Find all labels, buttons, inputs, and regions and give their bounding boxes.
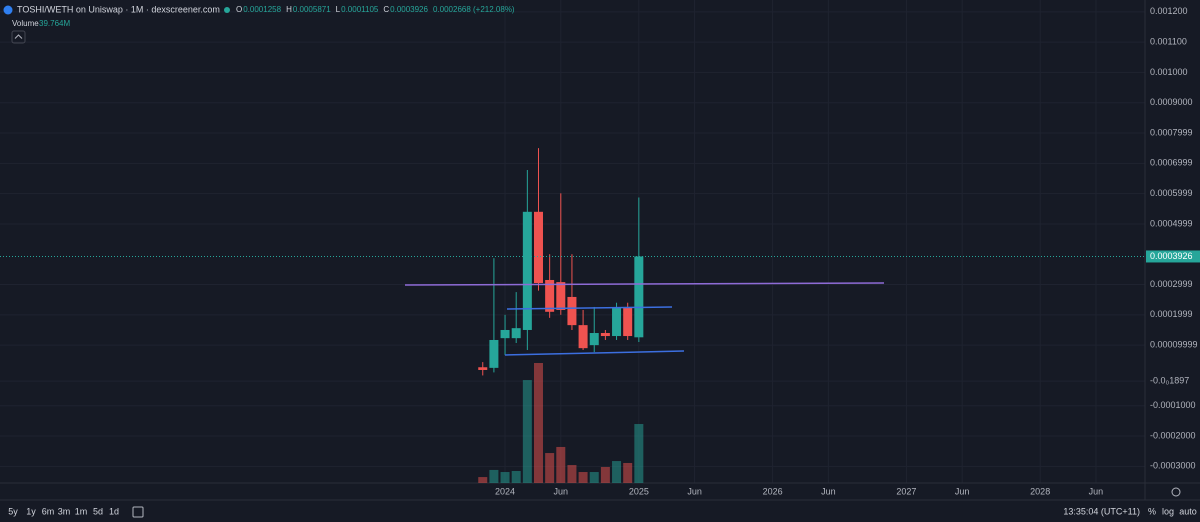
candle-body	[589, 333, 599, 346]
candle-body	[634, 256, 644, 338]
x-tick-label: Jun	[687, 486, 702, 496]
candle-body	[500, 329, 510, 339]
ohlc-value: 0.0003926	[390, 5, 428, 14]
status-dot	[224, 7, 230, 13]
ohlc-key: O	[236, 5, 242, 14]
volume-bar	[600, 466, 610, 483]
y-tick-label: -0.0001000	[1150, 400, 1196, 410]
candle-body	[567, 296, 577, 326]
volume-bar	[522, 380, 532, 483]
ohlc-key: C	[383, 5, 389, 14]
volume-bar	[545, 453, 555, 483]
y-tick-label: 0.0009000	[1150, 97, 1193, 107]
volume-bar	[489, 469, 499, 483]
candle-body	[623, 307, 633, 337]
volume-bar	[478, 477, 488, 483]
volume-bar	[578, 472, 588, 483]
y-tick-label: 0.0007999	[1150, 127, 1193, 137]
range-button[interactable]: 6m	[42, 506, 55, 516]
collapse-icon	[14, 34, 23, 39]
y-tick-label: 0.0004999	[1150, 218, 1193, 228]
trendline[interactable]	[504, 350, 685, 356]
y-tick-label: 0.001200	[1150, 6, 1188, 16]
volume-value: 39.764M	[39, 19, 70, 28]
y-tick-label: 0.0005999	[1150, 188, 1193, 198]
collapse-button[interactable]	[11, 30, 26, 44]
y-tick-label: 0.0006999	[1150, 158, 1193, 168]
change-label: 0.0002668 (+212.08%)	[433, 5, 515, 14]
candle-body	[511, 328, 521, 339]
volume-pane	[478, 363, 644, 483]
volume-bar	[589, 472, 599, 483]
candles	[478, 148, 644, 376]
y-tick-label: -0.0003000	[1150, 461, 1196, 471]
candle-body	[578, 325, 588, 349]
ohlc-value: 0.0001105	[341, 5, 379, 14]
x-tick-label: Jun	[821, 486, 836, 496]
x-tick-label: 2028	[1030, 486, 1050, 496]
candle-body	[533, 211, 543, 284]
candle-body	[478, 367, 488, 370]
candle-body	[556, 282, 566, 310]
toolbar: 5y 1y 6m 3m 1m 5d 1d 13:35:04 (UTC+11)% log auto	[8, 506, 1197, 516]
y-tick-label: 0.001100	[1150, 36, 1187, 46]
candle-body	[489, 339, 499, 368]
range-button[interactable]: 1y	[26, 506, 36, 516]
y-tick-label: 0.0002999	[1150, 279, 1193, 289]
volume-label: Volume	[12, 19, 39, 28]
x-tick-label: 2024	[495, 486, 515, 496]
clock: 13:35:04 (UTC+11)	[1063, 506, 1140, 516]
date-range-button[interactable]	[1171, 487, 1181, 497]
x-tick-label: 2025	[629, 486, 649, 496]
ohlc-legend: O 0.0001258 H 0.0005871 L 0.0001105 C 0.0003926…	[236, 5, 515, 14]
ohlc-value: 0.0001258	[243, 5, 281, 14]
volume-bar	[634, 424, 644, 483]
candle-body	[600, 333, 610, 337]
y-tick-label: 0.00009999	[1150, 340, 1198, 350]
trendline[interactable]	[506, 306, 673, 310]
y-tick-label: -0.0002000	[1150, 430, 1196, 440]
x-tick-label: 2026	[763, 486, 783, 496]
chart-title: TOSHI/WETH on Uniswap · 1M · dexscreener…	[17, 4, 220, 14]
volume-bar	[556, 446, 566, 483]
range-button[interactable]: 5d	[93, 506, 103, 516]
ohlc-key: H	[286, 5, 292, 14]
y-tick-label: 0.0001999	[1150, 309, 1193, 319]
log-toggle[interactable]: log	[1162, 506, 1174, 516]
candle-body	[612, 307, 622, 337]
percent-toggle[interactable]: %	[1148, 506, 1156, 516]
candle-body	[545, 279, 555, 312]
volume-bar	[567, 465, 577, 483]
last-price-tag	[1146, 250, 1200, 263]
auto-toggle[interactable]: auto	[1179, 506, 1197, 516]
range-button[interactable]: 3m	[58, 506, 71, 516]
y-tick-label: 0.001000	[1150, 67, 1188, 77]
volume-bar	[500, 472, 510, 483]
trendline[interactable]	[404, 282, 885, 286]
token-icon	[3, 5, 13, 15]
volume-bar	[533, 363, 543, 483]
x-tick-label: Jun	[955, 486, 970, 496]
ohlc-key: L	[336, 5, 341, 14]
calendar-button[interactable]	[132, 506, 144, 518]
volume-bar	[623, 462, 633, 483]
range-button[interactable]: 1m	[75, 506, 88, 516]
range-button[interactable]: 5y	[8, 506, 18, 516]
range-button[interactable]: 1d	[109, 506, 119, 516]
axes: 0.001200 0.001100 0.001000 0.0009000 0.00079…	[495, 6, 1198, 496]
volume-bar	[511, 470, 521, 483]
y-tick-label: -0.0₀1897	[1150, 376, 1189, 386]
x-tick-label: Jun	[554, 486, 569, 496]
x-tick-label: Jun	[1089, 486, 1104, 496]
volume-bar	[612, 461, 622, 483]
last-price-label: 0.0003926	[1150, 251, 1193, 261]
ohlc-value: 0.0005871	[293, 5, 331, 14]
x-tick-label: 2027	[896, 486, 916, 496]
candle-body	[522, 211, 532, 330]
